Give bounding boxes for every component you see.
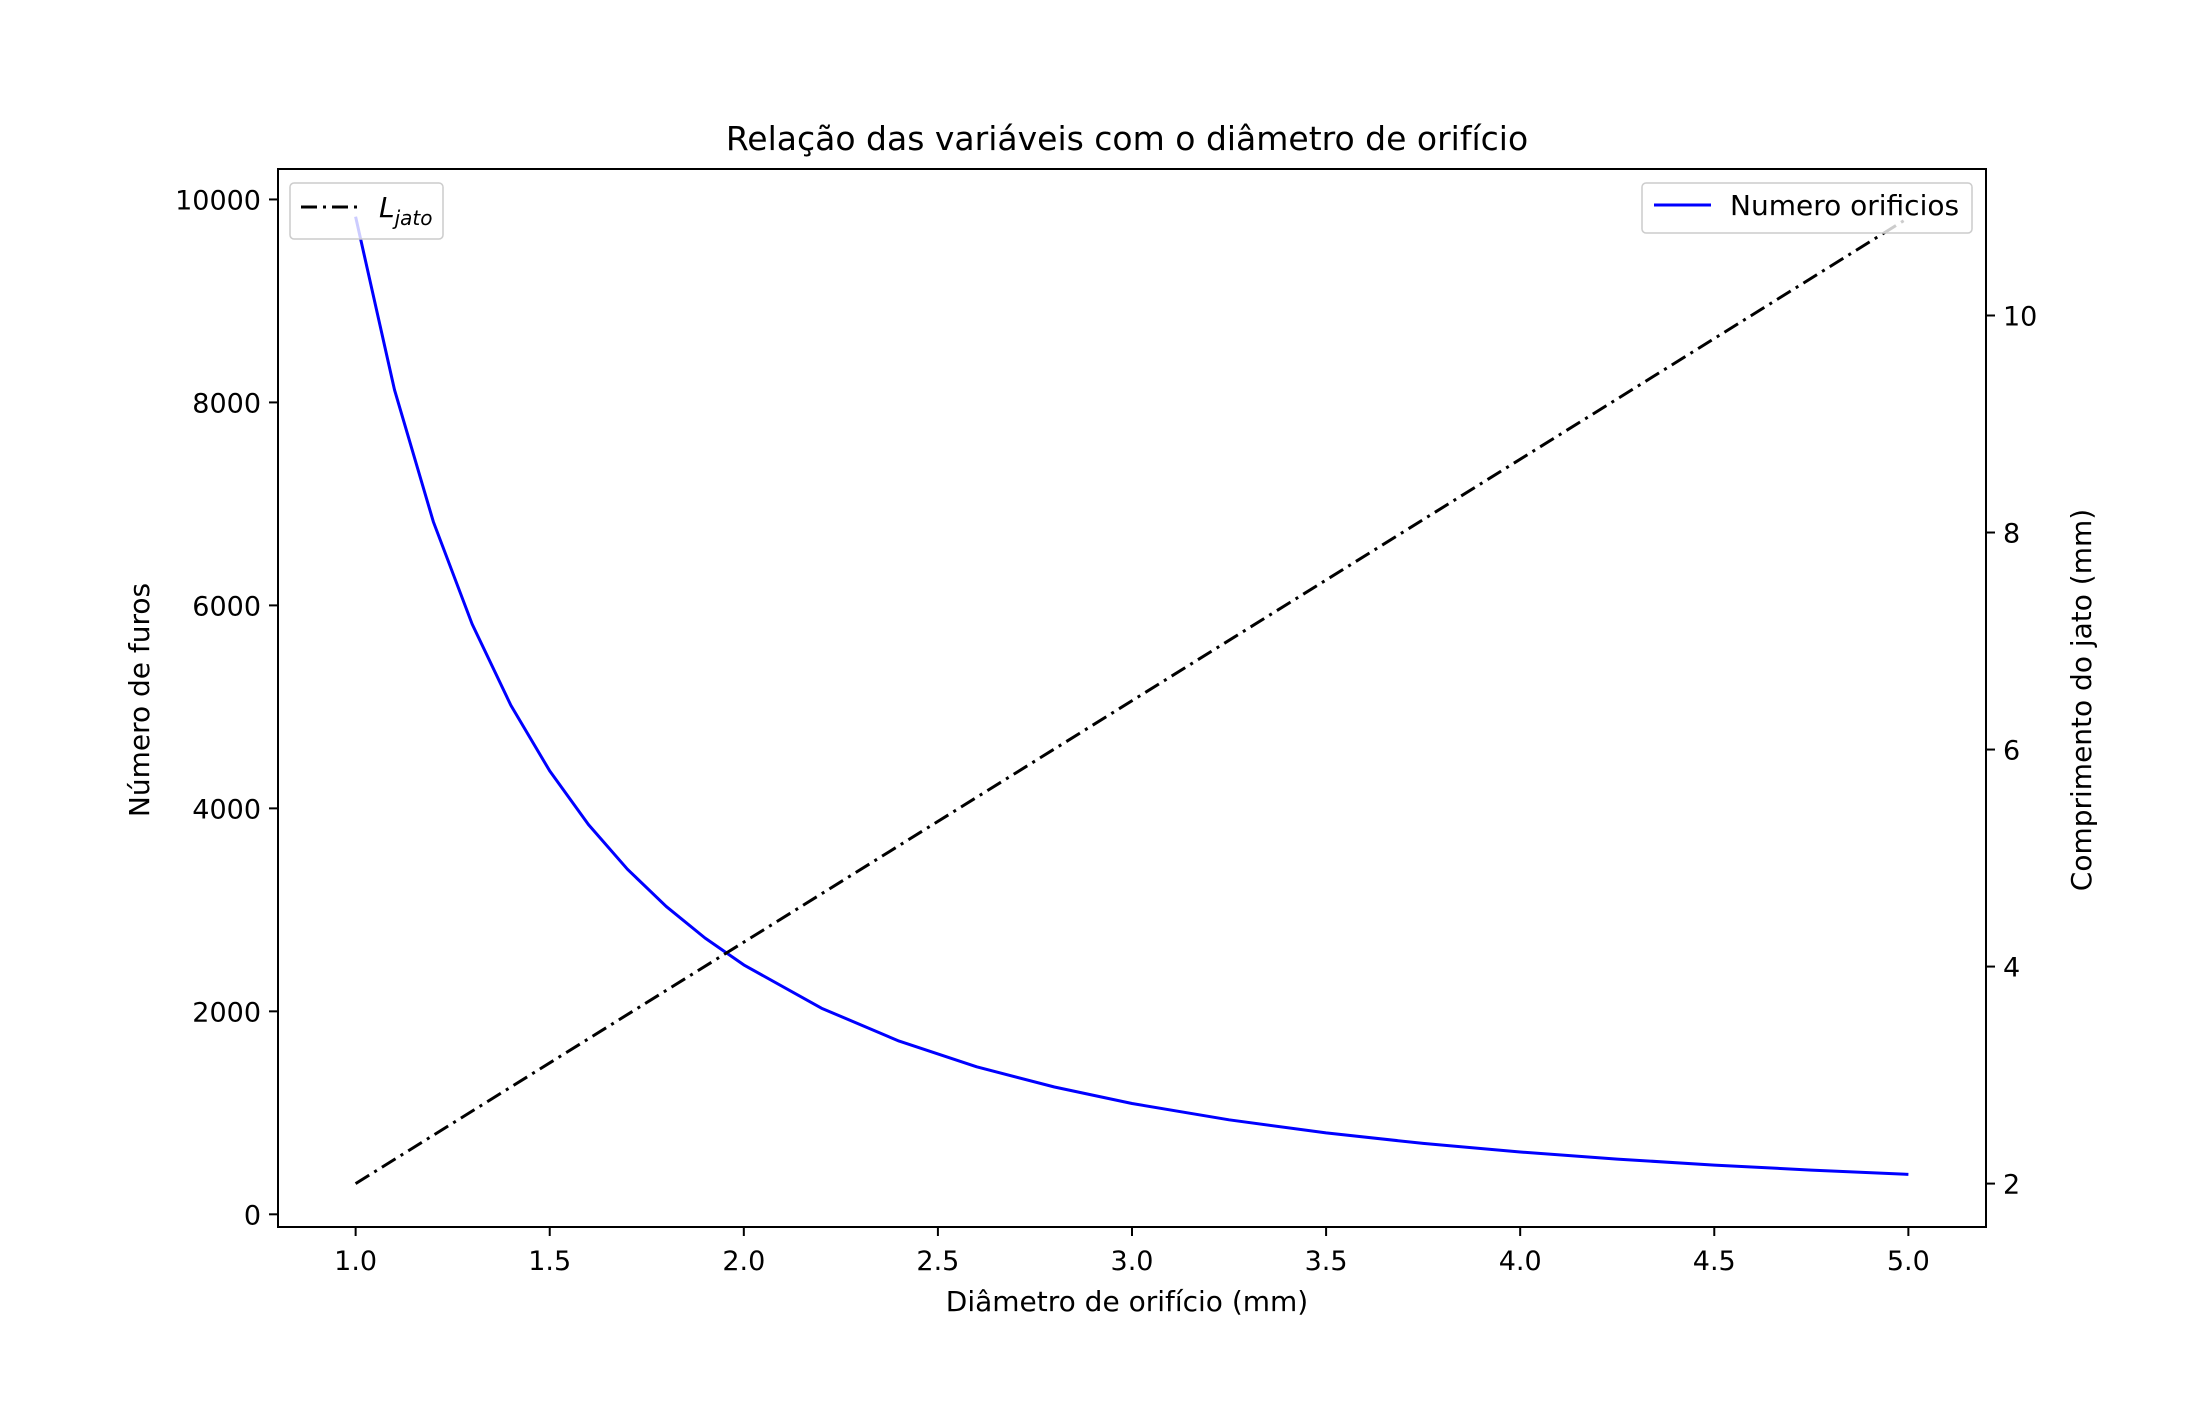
legend-label-ljato: Ljato [379, 191, 433, 230]
y-right-axis-label: Comprimento do jato (mm) [2065, 509, 2098, 891]
series-layer [354, 216, 1910, 1185]
legend-box [1641, 182, 1973, 234]
y-right-tick-label: 10 [2003, 301, 2037, 332]
y-left-axis-label: Número de furos [123, 583, 156, 817]
y-left-tick-label: 6000 [192, 591, 261, 622]
y-right-tick-label: 4 [2003, 953, 2020, 984]
legend-label-ljato-sub: jato [392, 206, 433, 230]
x-tick-label: 3.0 [1111, 1246, 1154, 1277]
y-left-tick-label: 0 [244, 1200, 261, 1231]
series-line-numero-orificios [354, 216, 1909, 1176]
y-right-tick-label: 2 [2003, 1170, 2020, 1201]
legend-box [289, 182, 444, 240]
series-line-ljato [354, 216, 1910, 1185]
x-tick-label: 3.5 [1305, 1246, 1348, 1277]
legend-label-ljato-main: L [379, 191, 395, 224]
x-tick-label: 5.0 [1887, 1246, 1930, 1277]
legend-upper-right: Numero orificios [1641, 182, 1973, 234]
y-right-tick-label: 6 [2003, 736, 2020, 767]
y-right-tick-label: 8 [2003, 519, 2020, 550]
chart-title: Relação das variáveis com o diâmetro de … [726, 119, 1528, 158]
y-left-tick-label: 10000 [175, 185, 261, 216]
legend-label-numero-orificios: Numero orificios [1730, 189, 1959, 222]
x-tick-label: 4.5 [1693, 1246, 1736, 1277]
ticks-layer: 1.0 1.5 2.0 2.5 3.0 3.5 4.0 4.5 5.0 0 2000 4000 6000… [175, 185, 2037, 1277]
plot-frame [277, 168, 1987, 1228]
x-tick-label: 4.0 [1499, 1246, 1542, 1277]
x-tick-label: 1.0 [334, 1246, 377, 1277]
legend-upper-left: Ljato [289, 182, 444, 240]
x-tick-label: 2.0 [722, 1246, 765, 1277]
y-left-tick-label: 2000 [192, 997, 261, 1028]
x-tick-label: 1.5 [528, 1246, 571, 1277]
y-left-tick-label: 4000 [192, 794, 261, 825]
y-left-tick-label: 8000 [192, 388, 261, 419]
x-axis-label: Diâmetro de orifício (mm) [946, 1285, 1308, 1318]
x-tick-label: 2.5 [916, 1246, 959, 1277]
